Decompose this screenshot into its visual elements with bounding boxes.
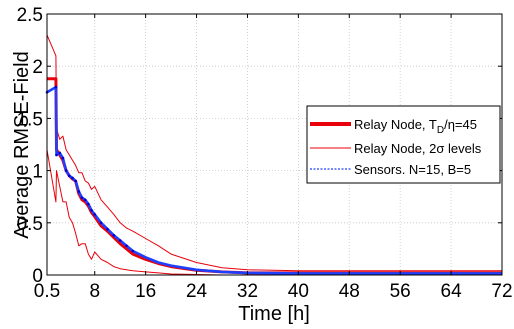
y-tick-label: 2.5 [17,5,43,26]
sensor-point [83,198,87,202]
y-tick-label: 1.5 [17,109,43,130]
sensor-point [64,169,68,172]
y-tick-label: 2 [32,57,43,78]
sensor-point [55,153,58,157]
sensor-point [87,202,90,206]
sensor-point [58,151,62,155]
y-tick-label: 0.5 [17,214,43,235]
plot-frame [46,13,503,276]
sensor-point [131,249,135,253]
sensor-point [71,176,74,180]
x-tick-label: 40 [288,281,309,302]
series-line-band-upper [46,34,502,272]
sensor-point [74,179,77,183]
sensor-point [80,196,84,200]
sensor-point [61,156,65,160]
legend-box [306,105,501,184]
x-tick-label: 0.5 [34,281,60,302]
x-tick-label: 32 [237,281,258,302]
x-tick-label: 72 [491,281,512,302]
legend-sensors-label: Sensors. N=15, B=5 [354,162,471,177]
x-tick-label: 64 [441,281,463,302]
x-axis-label: Time [h] [238,303,310,325]
x-tick-label: 56 [390,281,411,302]
sensor-point [67,174,71,178]
x-tick-label: 16 [135,281,156,302]
legend: Relay Node, TD/η=45 Relay Node, 2σ level… [306,105,501,184]
y-tick-label: 0 [32,266,43,287]
sensor-point [125,244,128,248]
sensor-point [99,221,103,225]
sensor-point [112,234,116,237]
y-axis-label: Average RMSE-Field [11,51,33,238]
grid [47,14,502,275]
y-tick-label: 1 [32,162,43,183]
legend-relay-label: Relay Node, TD/η=45 [354,117,477,136]
sensor-point [106,227,109,231]
sensor-point [93,213,97,216]
x-tick-label: 24 [186,281,208,302]
sensor-point [90,208,93,212]
sensor-point [118,239,122,242]
x-tick-label: 8 [89,281,100,302]
x-tick-label: 48 [339,281,360,302]
legend-band-label: Relay Node, 2σ levels [354,141,482,156]
sensor-point [54,85,58,89]
sensor-point [77,190,81,193]
